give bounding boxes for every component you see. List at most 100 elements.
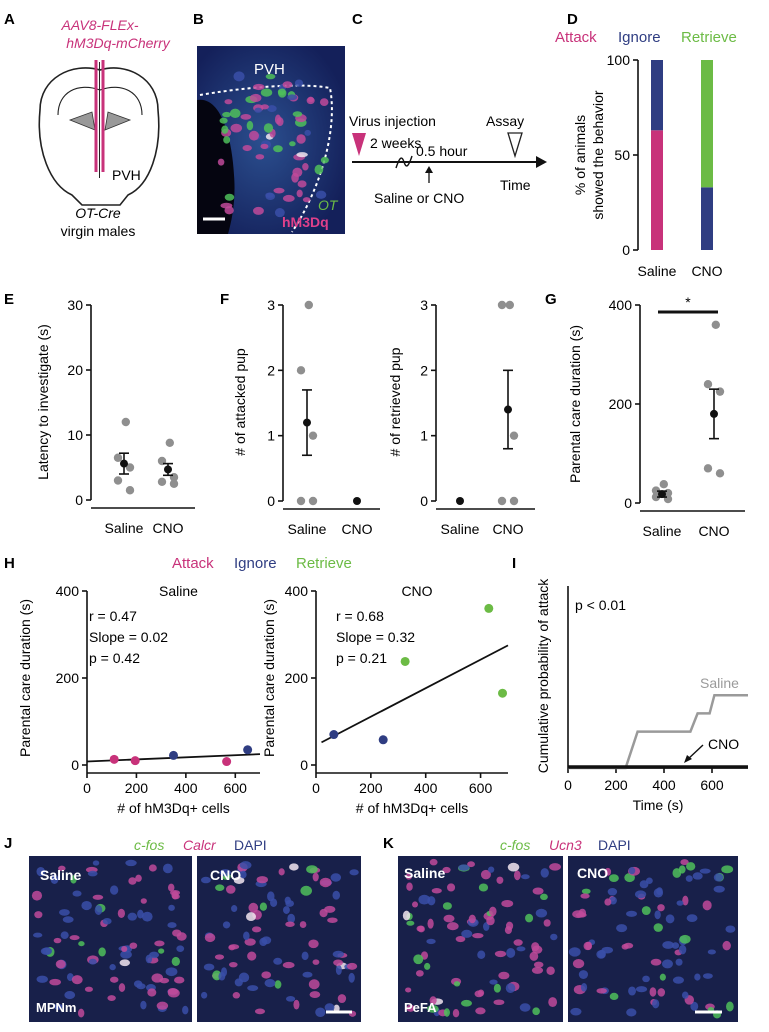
j-cell-cno <box>319 908 328 918</box>
k-cell-saline <box>413 954 424 965</box>
j-cell-cno <box>282 961 295 969</box>
f2-data-point <box>509 431 519 440</box>
k-cell-cno <box>642 975 650 983</box>
j-cell-cno <box>246 912 256 922</box>
k-cell-cno <box>650 958 662 966</box>
k-cell-cno <box>625 910 638 917</box>
f2-y-tick-label: 2 <box>420 362 428 378</box>
k-cell-cno <box>680 859 689 866</box>
legend-d-retrieve: Retrieve <box>681 29 737 46</box>
brain-outline <box>38 67 160 206</box>
k-cell-cno <box>681 991 689 999</box>
panel-label-g: G <box>545 291 557 308</box>
histology-cell <box>274 208 285 218</box>
h2-x-label: # of hM3Dq+ cells <box>356 800 468 816</box>
d-y-label-line2: showed the behavior <box>590 90 606 220</box>
g-data-point <box>715 469 725 478</box>
k-cell-cno <box>616 924 628 933</box>
chart-i-cumulative-attack: 0 200 400 600 Cumulative probability of atta… <box>535 578 748 813</box>
panel-label-f: F <box>220 291 229 308</box>
virus-injection-label: Virus injection <box>349 113 436 129</box>
j-cell-saline <box>87 870 98 877</box>
j-cell-cno <box>333 1004 340 1013</box>
i-x-tick-label: 600 <box>700 777 724 793</box>
j-cell-cno <box>239 870 247 879</box>
f1-mean-point <box>353 497 361 505</box>
histology-cell <box>278 88 287 98</box>
j-cell-saline <box>136 983 146 990</box>
k-cell-saline <box>406 882 413 891</box>
k-cell-saline <box>488 866 495 873</box>
h2-stat-line: p = 0.21 <box>336 650 387 666</box>
j-cell-saline <box>110 976 119 983</box>
j-cell-cno <box>300 885 312 896</box>
k-cell-saline <box>426 938 436 945</box>
j-cell-saline <box>59 909 70 916</box>
j-cell-saline <box>145 954 153 964</box>
f2-data-point <box>497 300 507 310</box>
d-bar-ignore <box>651 60 663 131</box>
j-cell-saline <box>50 874 59 884</box>
e-x-label: CNO <box>152 520 183 536</box>
j-cell-cno <box>204 933 216 943</box>
j-cell-saline <box>129 942 138 949</box>
j-cell-cno <box>254 1008 266 1015</box>
f1-data-point <box>296 366 306 375</box>
j-cell-cno <box>225 885 236 894</box>
h1-data-point <box>169 750 178 760</box>
k-cell-saline <box>483 922 490 931</box>
j-cell-cno <box>278 868 285 876</box>
j-cell-cno <box>302 971 313 978</box>
k-cell-saline <box>506 947 516 958</box>
k-cell-cno <box>607 887 618 896</box>
h1-x-tick-label: 0 <box>83 780 91 796</box>
legend-h-ignore: Ignore <box>234 555 277 572</box>
k-cell-cno <box>608 874 619 882</box>
h1-data-point <box>130 756 140 766</box>
j-cell-cno <box>232 991 241 999</box>
j-cell-saline <box>107 995 116 1001</box>
j-cell-saline <box>36 975 48 983</box>
j-cell-saline <box>60 931 69 939</box>
k-cell-cno <box>672 976 684 984</box>
k-cell-cno <box>722 940 731 951</box>
k-cell-saline <box>472 933 484 939</box>
histology-cell <box>273 145 283 153</box>
k-cell-cno <box>580 893 590 899</box>
k-cell-cno <box>604 867 612 876</box>
j-cell-cno <box>282 906 290 914</box>
h2-data-point <box>378 735 388 745</box>
k-cell-saline <box>405 987 412 993</box>
k-cell-cno <box>682 895 689 906</box>
k-cell-saline <box>429 996 437 1005</box>
j-cell-cno <box>273 957 283 965</box>
e-y-tick-label: 0 <box>75 492 83 508</box>
j-cell-cno <box>233 876 245 884</box>
brain-ventricle-right <box>104 111 132 131</box>
h1-x-tick-label: 400 <box>174 780 198 796</box>
k-cell-saline <box>529 951 539 961</box>
j-cell-saline <box>174 976 185 984</box>
j-cell-saline <box>158 948 165 954</box>
j-cell-cno <box>264 979 276 988</box>
i-saline-label: Saline <box>700 675 739 691</box>
panel-d-legend: Attack Ignore Retrieve <box>555 29 737 46</box>
k-cell-cno <box>649 987 657 997</box>
assay-label: Assay <box>486 113 524 129</box>
histology-cell <box>320 156 329 164</box>
k-cell-cno <box>702 900 712 911</box>
histology-cell <box>292 167 303 177</box>
j-cell-cno <box>309 991 321 998</box>
h2-fit-line <box>321 644 509 744</box>
k-cell-saline <box>406 1004 415 1012</box>
i-x-label: Time (s) <box>633 797 684 813</box>
f1-data-point <box>308 431 318 440</box>
i-cno-label: CNO <box>708 736 739 752</box>
f2-mean-point <box>456 497 464 505</box>
panel-label-d: D <box>567 11 578 28</box>
histology-cell <box>267 105 277 113</box>
j-cell-cno <box>244 938 256 946</box>
h2-x-tick-label: 0 <box>312 780 320 796</box>
f2-data-point <box>509 496 519 506</box>
k-cell-cno <box>572 958 585 969</box>
